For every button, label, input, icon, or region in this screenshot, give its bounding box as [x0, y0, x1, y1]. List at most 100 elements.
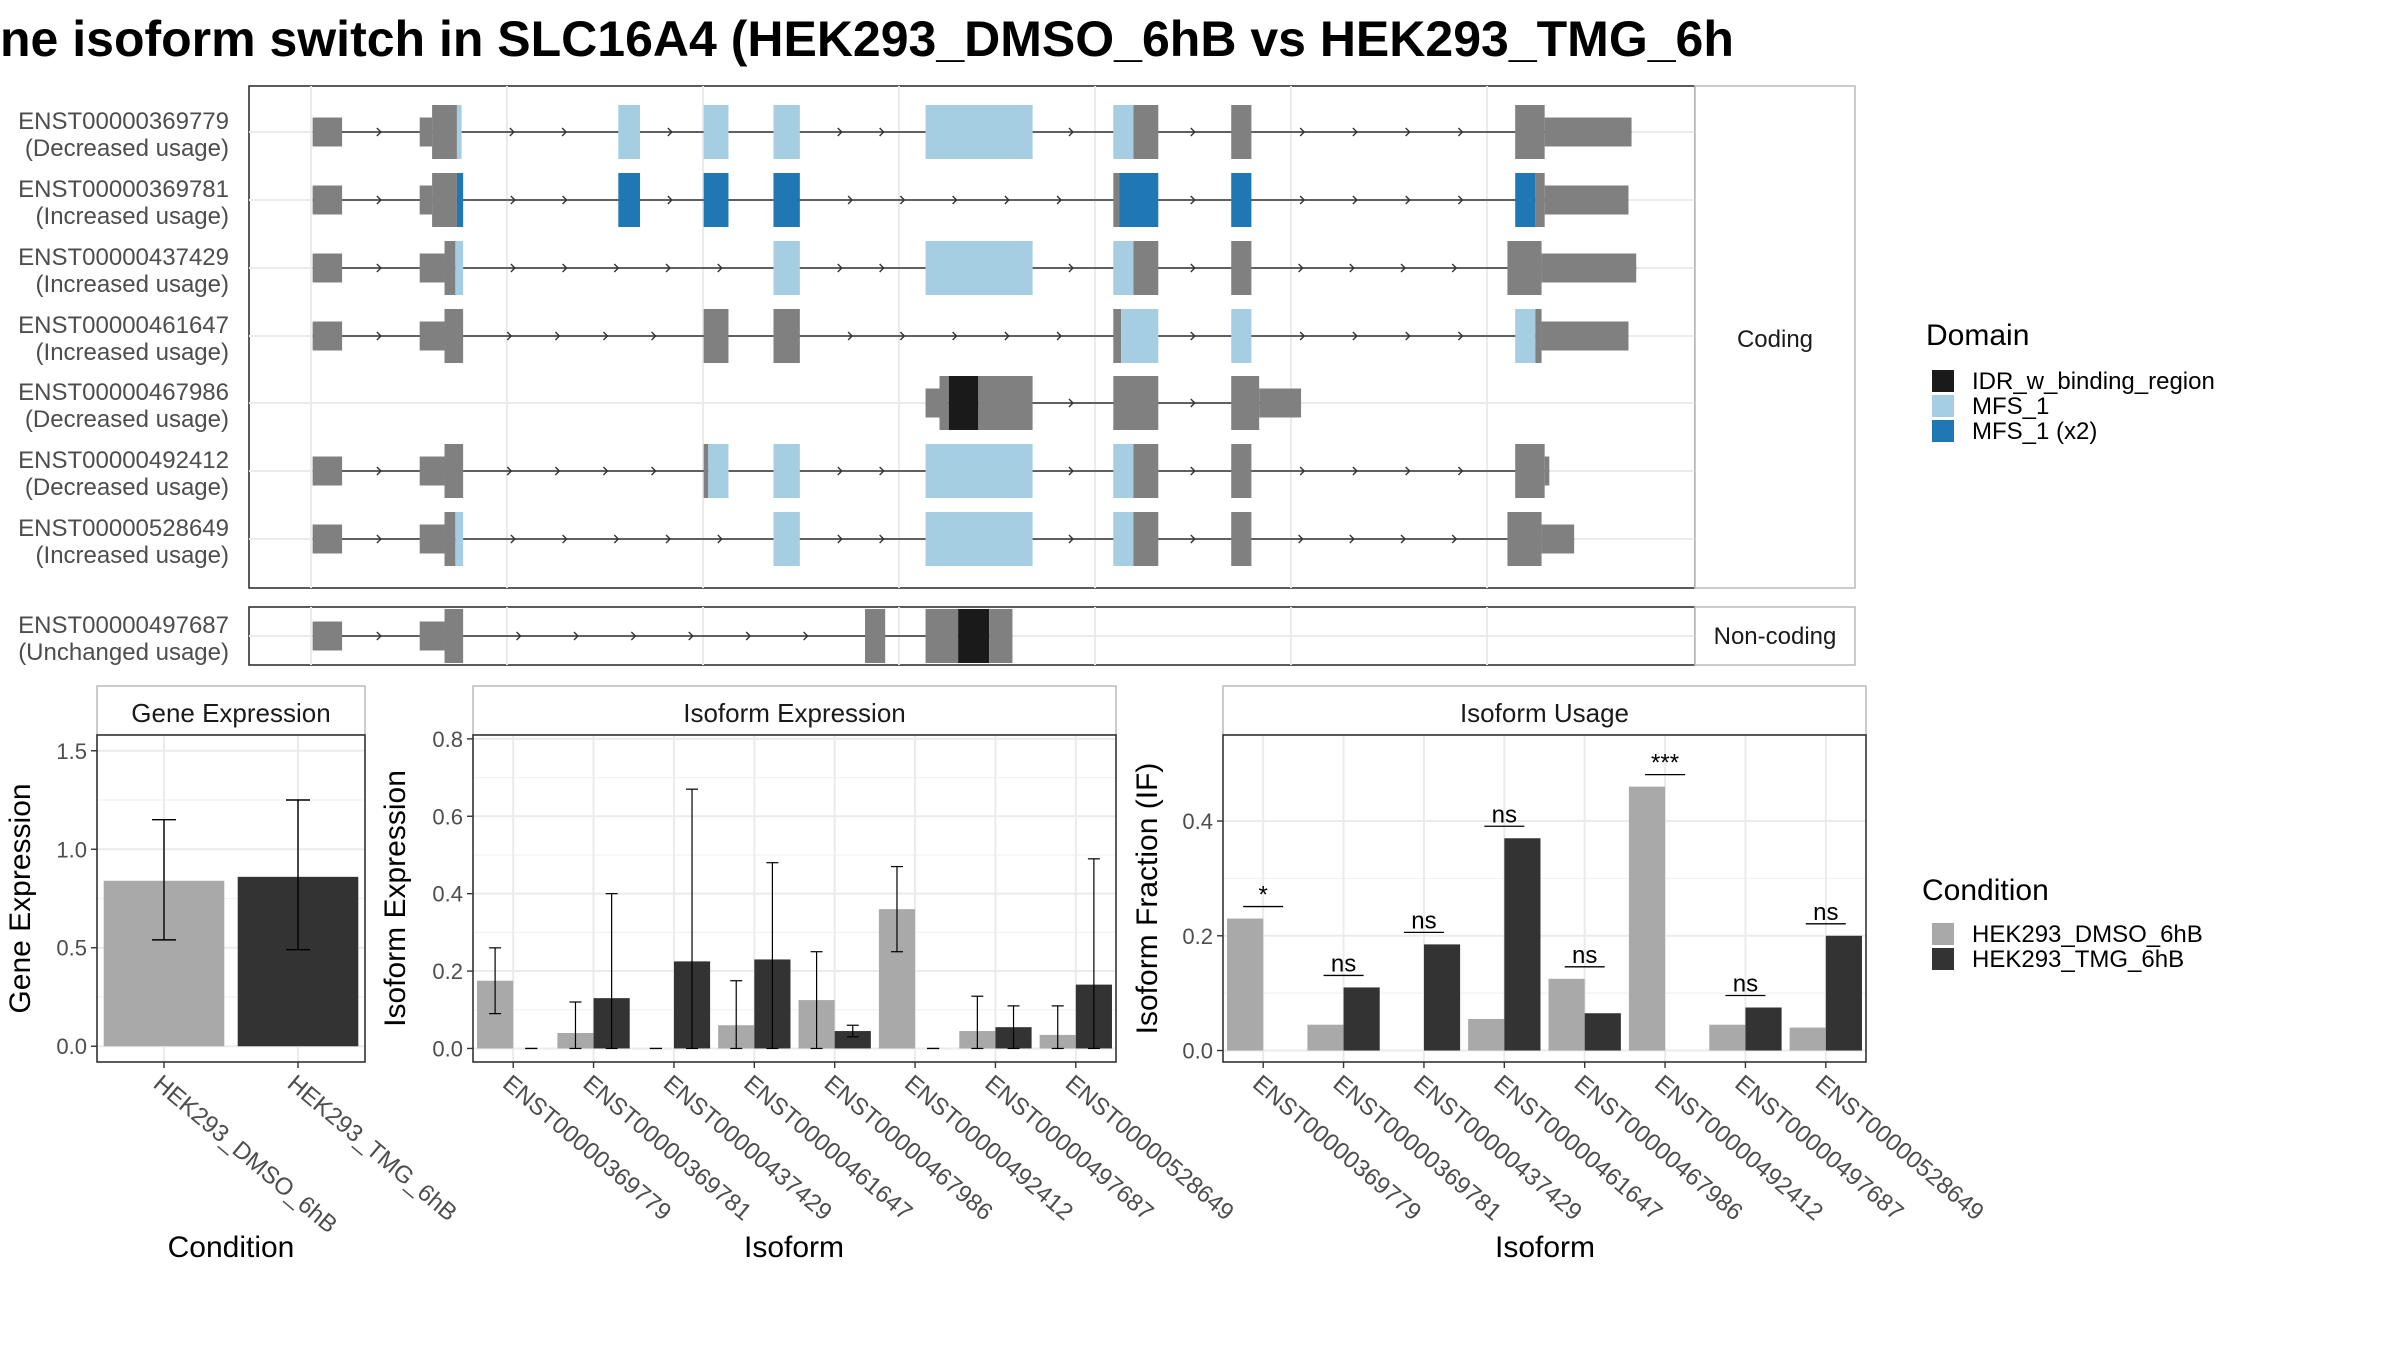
- exon-block: [703, 309, 729, 363]
- exon-block: [419, 621, 445, 651]
- significance-label: ns: [1411, 907, 1436, 934]
- transcript-track: [312, 173, 1629, 227]
- direction-arrow: [510, 263, 516, 273]
- exon-block: [1133, 444, 1159, 498]
- condition-legend-key: [1932, 948, 1954, 970]
- bar: [1628, 786, 1666, 1051]
- exon-block: [925, 609, 959, 663]
- direction-arrow: [1352, 331, 1358, 341]
- y-tick-label: 0.0: [432, 1036, 463, 1061]
- exon-block: [432, 105, 457, 159]
- exon-block: [925, 105, 1033, 159]
- exon-block: [312, 524, 343, 554]
- exon-block: [703, 173, 729, 227]
- x-axis-title: Isoform: [744, 1231, 844, 1264]
- direction-arrow: [562, 263, 568, 273]
- exon-block: [1507, 241, 1542, 295]
- direction-arrow: [1299, 127, 1306, 137]
- direction-arrow: [573, 631, 579, 641]
- y-tick-label: 1.5: [56, 739, 87, 764]
- condition-legend-label: HEK293_TMG_6hB: [1972, 946, 2184, 973]
- direction-arrow: [1352, 195, 1358, 205]
- direction-arrow: [376, 195, 382, 205]
- exon-block: [444, 512, 456, 566]
- bar: [1548, 978, 1585, 1051]
- direction-arrow: [1352, 127, 1358, 137]
- transcript-usage: (Decreased usage): [25, 406, 229, 433]
- exon-block: [948, 376, 979, 430]
- exon-block: [1544, 117, 1632, 147]
- exon-block: [1541, 524, 1575, 554]
- exon-block: [312, 621, 343, 651]
- exon-block: [419, 524, 445, 554]
- facet-title: Gene Expression: [131, 698, 330, 728]
- coding-tracks: [312, 105, 1637, 566]
- direction-arrow: [717, 263, 723, 273]
- direction-arrow: [1298, 263, 1304, 273]
- direction-arrow: [1299, 466, 1306, 476]
- direction-arrow: [1451, 534, 1458, 544]
- transcript-track: [312, 105, 1632, 159]
- direction-arrow: [1457, 127, 1464, 137]
- direction-arrow: [803, 631, 809, 641]
- exon-block: [432, 173, 457, 227]
- exon-block: [456, 173, 464, 227]
- facet-title: Isoform Usage: [1460, 698, 1629, 728]
- transcript-structure-panel: Coding Non-coding ENST00000369779(Decrea…: [18, 85, 1856, 666]
- direction-arrow: [376, 331, 382, 341]
- bar: [1343, 987, 1380, 1051]
- direction-arrow: [376, 466, 382, 476]
- exon-block: [865, 609, 886, 663]
- direction-arrow: [1068, 534, 1074, 544]
- direction-arrow: [899, 331, 906, 341]
- significance-label: ns: [1813, 899, 1838, 926]
- exon-block: [1259, 388, 1302, 418]
- exon-block: [939, 376, 949, 430]
- y-tick-label: 0.4: [1182, 809, 1213, 834]
- exon-block: [1113, 444, 1134, 498]
- y-axis-title: Isoform Fraction (IF): [1131, 763, 1164, 1035]
- exon-block: [444, 444, 464, 498]
- direction-arrow: [376, 534, 382, 544]
- exon-block: [925, 444, 1033, 498]
- exon-block: [1231, 444, 1252, 498]
- exon-block: [456, 105, 462, 159]
- noncoding-strip-label: Non-coding: [1714, 623, 1837, 650]
- direction-arrow: [879, 127, 885, 137]
- direction-arrow: [602, 331, 609, 341]
- direction-arrow: [837, 466, 843, 476]
- direction-arrow: [1190, 534, 1196, 544]
- direction-arrow: [745, 631, 752, 641]
- direction-arrow: [879, 534, 885, 544]
- domain-legend-label: IDR_w_binding_region: [1972, 368, 2215, 395]
- domain-legend-label: MFS_1: [1972, 393, 2049, 420]
- exon-block: [1133, 512, 1159, 566]
- exon-block: [1231, 309, 1252, 363]
- direction-arrow: [1352, 466, 1358, 476]
- direction-arrow: [651, 466, 657, 476]
- direction-arrow: [1457, 195, 1464, 205]
- direction-arrow: [1405, 127, 1411, 137]
- exon-block: [618, 105, 641, 159]
- exon-block: [773, 444, 800, 498]
- exon-block: [419, 185, 433, 215]
- y-tick-label: 0.0: [56, 1034, 87, 1059]
- y-tick-label: 0.5: [56, 936, 87, 961]
- bar: [834, 1031, 871, 1049]
- transcript-labels: ENST00000369779(Decreased usage)ENST0000…: [18, 108, 229, 666]
- transcript-id: ENST00000437429: [18, 244, 229, 271]
- direction-arrow: [376, 263, 382, 273]
- direction-arrow: [562, 195, 568, 205]
- significance-label: ns: [1572, 942, 1597, 969]
- direction-arrow: [1056, 331, 1063, 341]
- direction-arrow: [879, 263, 885, 273]
- panel-border: [1222, 734, 1867, 1063]
- direction-arrow: [376, 127, 382, 137]
- direction-arrow: [899, 195, 906, 205]
- transcript-usage: (Unchanged usage): [18, 639, 229, 666]
- exon-block: [1133, 241, 1159, 295]
- direction-arrow: [554, 331, 561, 341]
- direction-arrow: [1400, 534, 1407, 544]
